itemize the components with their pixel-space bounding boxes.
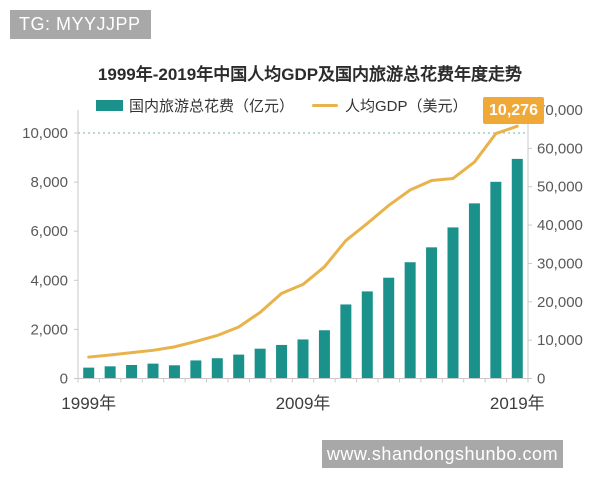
left-axis-tick-label: 2,000 bbox=[30, 321, 68, 338]
left-axis-tick-label: 8,000 bbox=[30, 174, 68, 191]
x-axis-label: 2009年 bbox=[276, 394, 331, 413]
bar-2006 bbox=[233, 354, 245, 379]
legend-label-tourism: 国内旅游总花费（亿元） bbox=[129, 97, 295, 115]
bar-2011 bbox=[340, 304, 352, 379]
chart-title: 1999年-2019年中国人均GDP及国内旅游总花费年度走势 bbox=[97, 65, 523, 84]
right-axis-tick-label: 10,000 bbox=[537, 332, 583, 349]
bar-2008 bbox=[276, 344, 288, 379]
bar-2018 bbox=[490, 181, 502, 379]
watermark-badge-bottom: www.shandongshunbo.com bbox=[322, 440, 563, 468]
gdp-2019-value-badge: 10,276 bbox=[483, 97, 544, 124]
bar-2012 bbox=[361, 291, 373, 379]
line-series-swatch-icon bbox=[312, 103, 339, 107]
watermark-badge-top: TG: MYYJJPP bbox=[10, 10, 151, 39]
legend-label-gdp: 人均GDP（美元） bbox=[345, 97, 468, 115]
right-axis-tick-label: 40,000 bbox=[537, 217, 583, 234]
bar-2009 bbox=[297, 339, 309, 379]
bar-2003 bbox=[168, 365, 180, 379]
chart-legend: 国内旅游总花费（亿元） 人均GDP（美元） bbox=[96, 95, 468, 115]
left-axis-tick-label: 4,000 bbox=[30, 272, 68, 289]
bar-2017 bbox=[468, 203, 480, 379]
left-axis-tick-label: 0 bbox=[60, 371, 68, 388]
bar-2000 bbox=[104, 366, 116, 379]
left-axis-tick-label: 6,000 bbox=[30, 223, 68, 240]
bar-2016 bbox=[447, 227, 459, 379]
bar-2013 bbox=[383, 277, 395, 379]
right-axis-tick-label: 20,000 bbox=[537, 294, 583, 311]
right-axis-tick-label: 60,000 bbox=[537, 140, 583, 157]
bar-2014 bbox=[404, 262, 416, 379]
bar-1999 bbox=[83, 367, 95, 379]
bar-2015 bbox=[426, 247, 438, 379]
bar-2005 bbox=[211, 358, 223, 379]
right-axis-tick-label: 50,000 bbox=[537, 179, 583, 196]
right-axis-tick-label: 30,000 bbox=[537, 255, 583, 272]
bar-2002 bbox=[147, 363, 159, 379]
right-axis-tick-label: 70,000 bbox=[537, 102, 583, 119]
bar-2010 bbox=[318, 330, 330, 379]
legend-item-tourism: 国内旅游总花费（亿元） bbox=[96, 95, 294, 116]
x-axis-label: 1999年 bbox=[61, 394, 116, 413]
bar-2007 bbox=[254, 348, 266, 379]
bar-2001 bbox=[126, 364, 138, 379]
x-axis-label: 2019年 bbox=[490, 394, 545, 413]
gdp-line bbox=[87, 124, 519, 359]
left-axis-tick-label: 10,000 bbox=[22, 125, 68, 142]
bar-2004 bbox=[190, 360, 202, 379]
legend-item-gdp: 人均GDP（美元） bbox=[312, 95, 468, 116]
right-axis-tick-label: 0 bbox=[537, 371, 545, 388]
bar-series-swatch-icon bbox=[96, 99, 123, 111]
bar-2019 bbox=[511, 158, 523, 379]
